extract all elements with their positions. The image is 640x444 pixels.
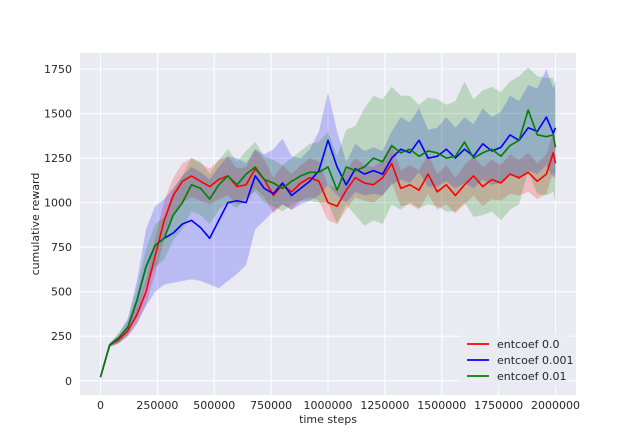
y-axis-label: cumulative reward — [29, 173, 42, 276]
y-tick-label: 750 — [51, 241, 72, 254]
series-line-1 — [99, 116, 557, 378]
x-tick-label: 250000 — [136, 399, 178, 412]
confidence-bands — [100, 67, 556, 378]
x-tick-label: 0 — [97, 399, 104, 412]
y-tick-labels: 0 250 500 750 1000 1250 1500 1750 — [44, 63, 72, 388]
series-line-2 — [99, 109, 557, 378]
x-tick-label: 1000000 — [304, 399, 353, 412]
series-line-0 — [99, 152, 557, 378]
x-axis-label: time steps — [299, 413, 357, 426]
x-tick-label: 2000000 — [531, 399, 580, 412]
x-tick-label: 1500000 — [417, 399, 466, 412]
legend: entcoef 0.0 entcoef 0.001 entcoef 0.01 — [460, 334, 573, 386]
confidence-band-0 — [100, 133, 556, 378]
y-tick-label: 1250 — [44, 152, 72, 165]
x-tick-label: 500000 — [193, 399, 235, 412]
legend-entry-label: entcoef 0.001 — [497, 354, 573, 367]
y-tick-label: 0 — [65, 375, 72, 388]
y-tick-label: 500 — [51, 286, 72, 299]
confidence-band-1 — [100, 69, 556, 378]
legend-box — [460, 334, 570, 386]
legend-entry-label: entcoef 0.01 — [497, 370, 566, 383]
y-tick-label: 250 — [51, 330, 72, 343]
series-lines — [99, 109, 557, 378]
y-tick-label: 1750 — [44, 63, 72, 76]
y-tick-label: 1500 — [44, 108, 72, 121]
x-tick-label: 750000 — [250, 399, 292, 412]
legend-entry-label: entcoef 0.0 — [497, 338, 559, 351]
x-tick-label: 1750000 — [474, 399, 523, 412]
x-tick-labels: 0 250000 500000 750000 1000000 1250000 1500000… — [97, 399, 580, 412]
y-tick-label: 1000 — [44, 197, 72, 210]
x-tick-label: 1250000 — [360, 399, 409, 412]
confidence-band-2 — [100, 67, 556, 378]
